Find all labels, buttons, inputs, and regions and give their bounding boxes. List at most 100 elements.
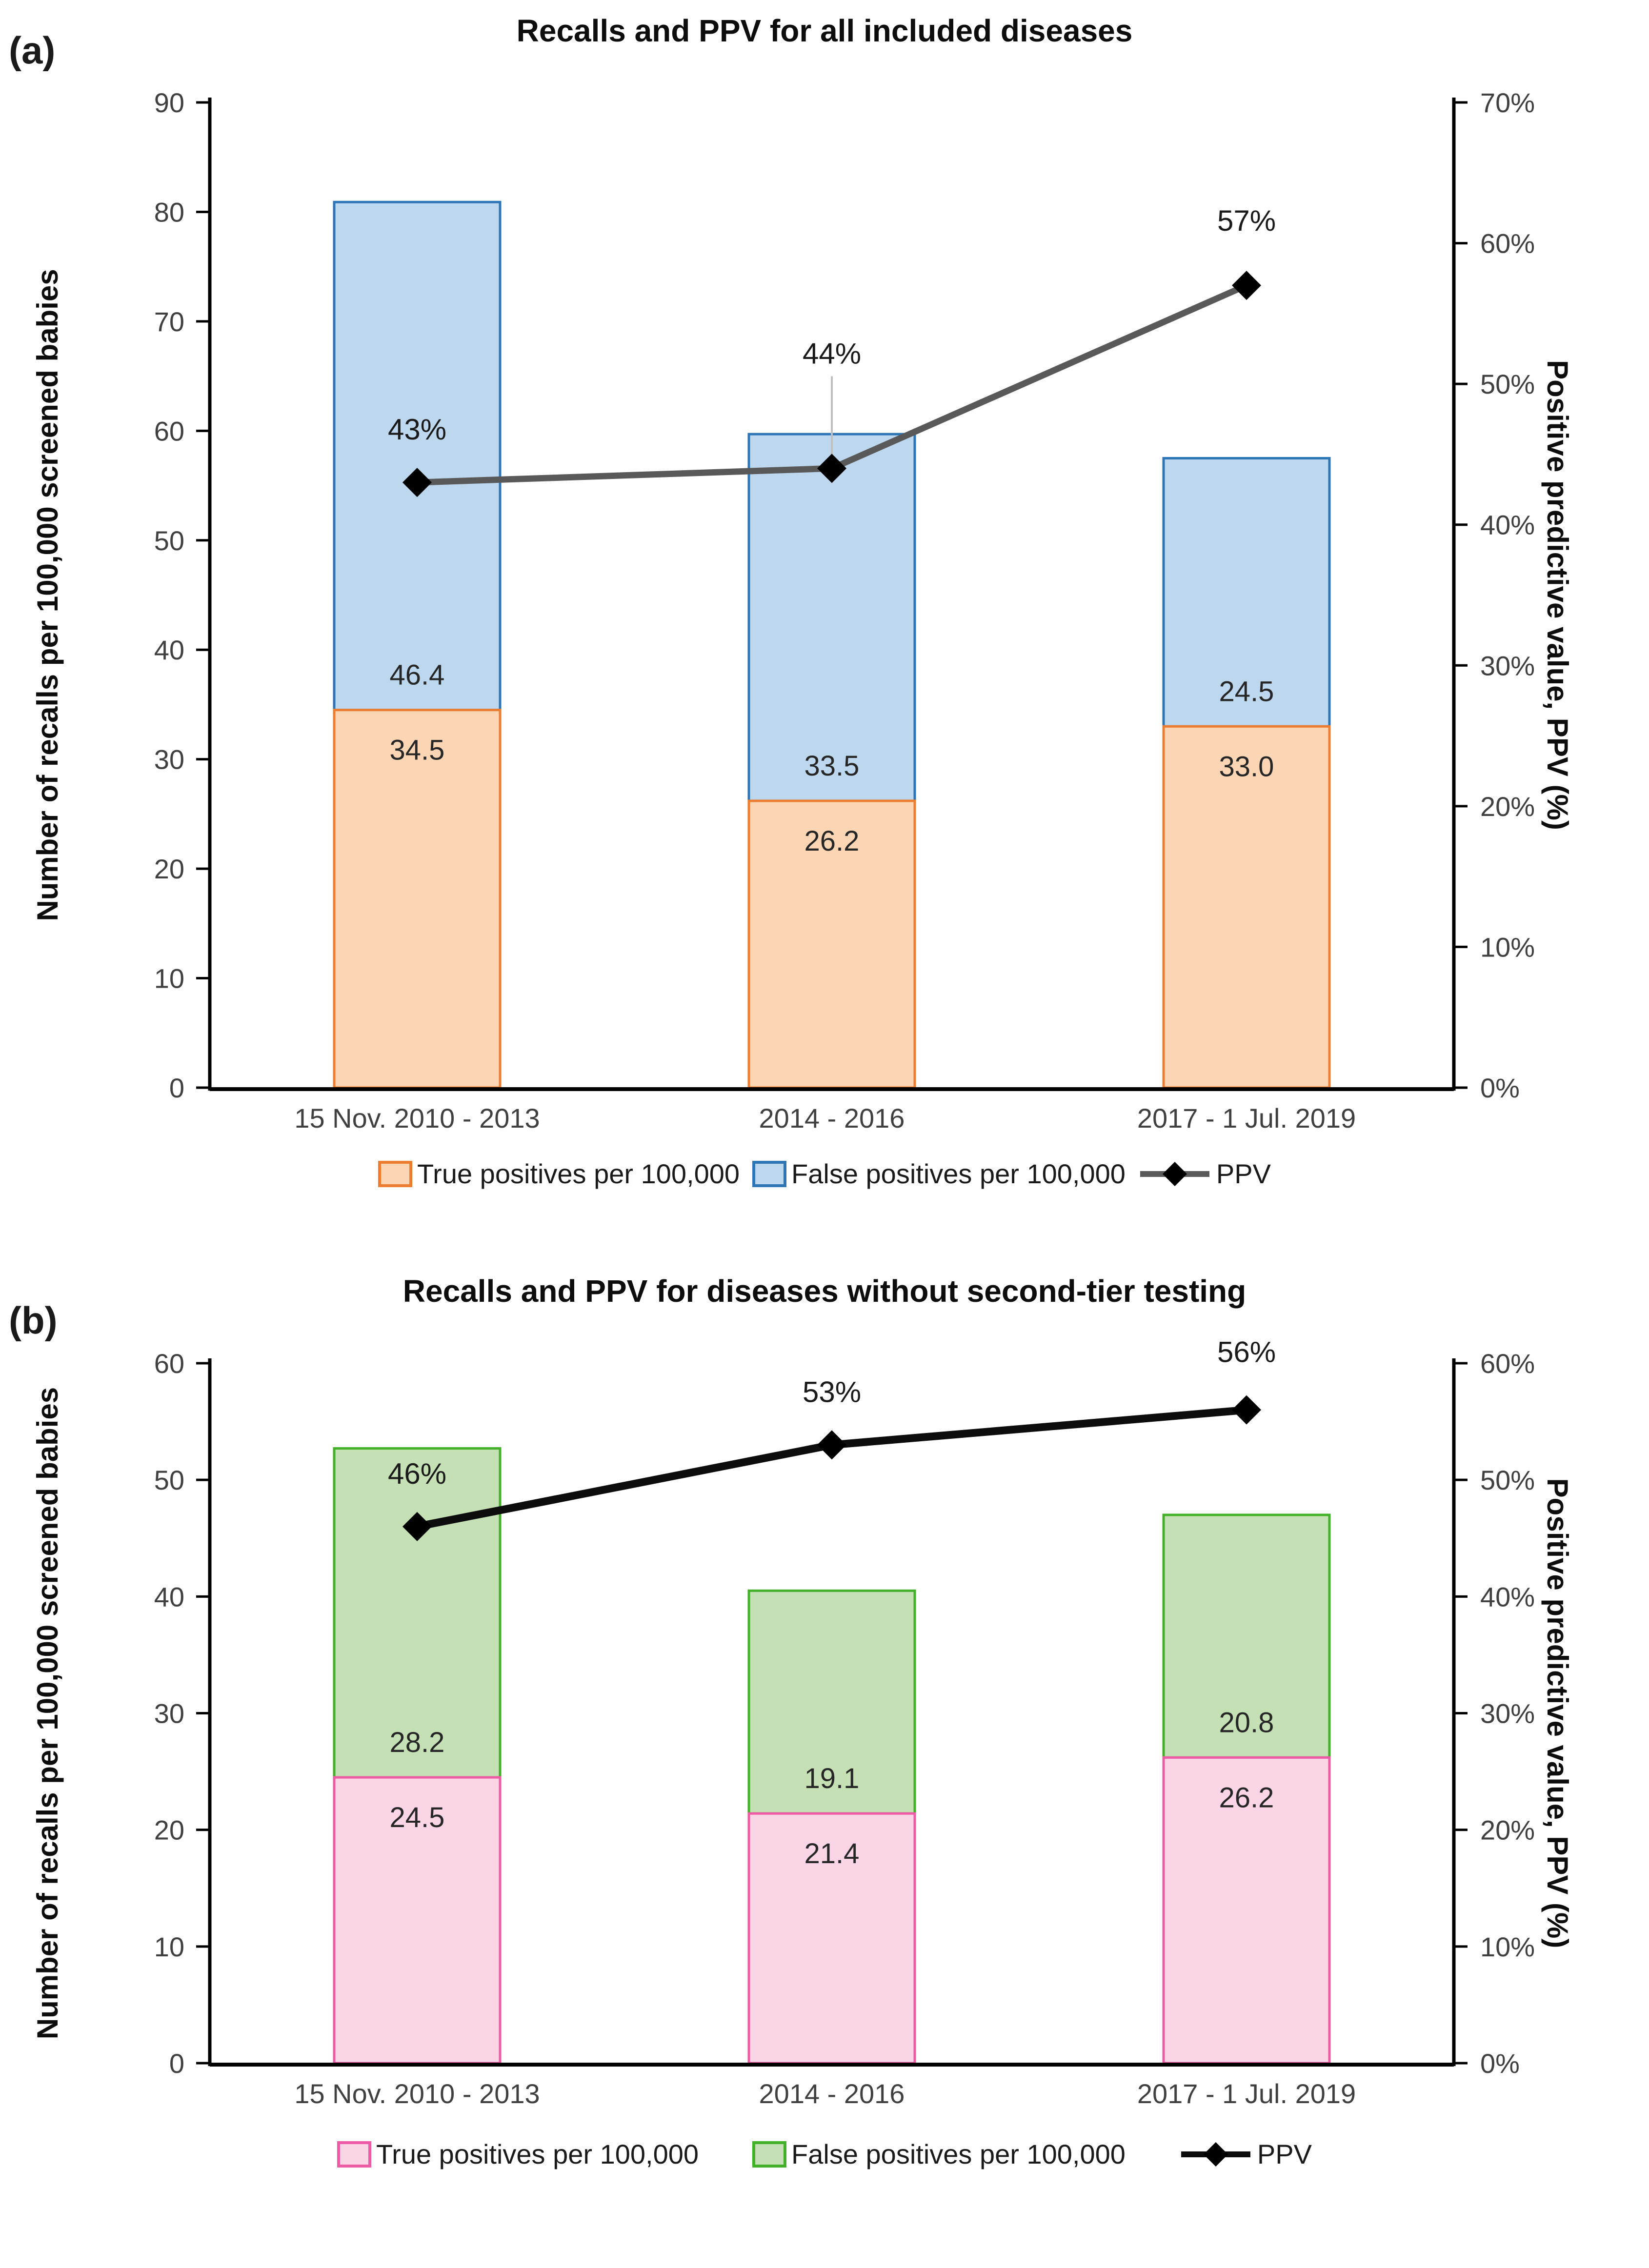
y-left-tick-label: 0: [169, 2048, 184, 2079]
x-category-label-0: 15 Nov. 2010 - 2013: [294, 1103, 540, 1134]
panel-b-legend: True positives per 100,000 False positiv…: [0, 2138, 1649, 2170]
legend-item-false-positives: False positives per 100,000: [752, 1158, 1126, 1190]
legend-item-ppv: PPV: [1138, 1158, 1271, 1190]
ppv-line: [413, 1406, 1250, 1531]
false-positives-swatch: [752, 2141, 787, 2168]
true-positives-swatch: [378, 1160, 413, 1187]
y-left-tick-label: 30: [154, 1698, 184, 1729]
bar-value-label-false-positives-0: 28.2: [390, 1727, 445, 1758]
y-left-tick-label: 60: [154, 416, 184, 446]
bar-false-positives-1: [747, 433, 916, 802]
legend-label: False positives per 100,000: [791, 1158, 1126, 1189]
y-left-tick-label: 20: [154, 1815, 184, 1846]
y-right-tick-label: 10%: [1480, 932, 1535, 962]
y-right-axis-title: Positive predictive value, PPV (%): [1541, 1478, 1574, 1949]
y-left-tick-label: 20: [154, 854, 184, 884]
y-left-tick-label: 0: [169, 1073, 184, 1103]
y-left-tick-label: 10: [154, 963, 184, 994]
y-right-tick-label: 40%: [1480, 1581, 1535, 1612]
y-right-tick-label: 0%: [1480, 2048, 1520, 2079]
panel-a-legend: True positives per 100,000 False positiv…: [0, 1158, 1649, 1190]
ppv-data-label-1: 53%: [803, 1375, 861, 1408]
bar-true-positives-1: [747, 1812, 916, 2065]
y-right-tick-label: 0%: [1480, 1073, 1520, 1103]
legend-label: PPV: [1257, 2139, 1312, 2169]
ppv-marker-2: [1232, 1395, 1261, 1425]
y-left-tick-label: 40: [154, 1581, 184, 1612]
legend-label: PPV: [1216, 1158, 1271, 1189]
y-left-tick-label: 90: [154, 87, 184, 118]
legend-item-true-positives: True positives per 100,000: [378, 1158, 740, 1190]
bar-true-positives-0: [333, 709, 502, 1089]
y-left-tick-label: 40: [154, 635, 184, 665]
bar-value-label-false-positives-1: 33.5: [804, 750, 860, 782]
y-left-tick-label: 30: [154, 744, 184, 775]
y-right-axis-title: Positive predictive value, PPV (%): [1541, 360, 1574, 830]
y-right-tick-label: 20%: [1480, 791, 1535, 822]
legend-label: True positives per 100,000: [417, 1158, 740, 1189]
bar-value-label-true-positives-1: 21.4: [804, 1838, 860, 1870]
bar-value-label-true-positives-2: 33.0: [1219, 751, 1274, 782]
bar-true-positives-2: [1162, 1756, 1331, 2065]
ppv-marker-2: [1232, 271, 1261, 300]
ppv-marker-1: [817, 454, 846, 483]
panel-a-chart: 46.4 34.5 33.5 26.2 24.5 33.0 0 10 20 30 40 50 60 70 8…: [31, 87, 1574, 1134]
legend-label: False positives per 100,000: [791, 2139, 1126, 2169]
y-left-tick-label: 80: [154, 197, 184, 227]
bar-false-positives-2: [1162, 457, 1331, 728]
panel-a-title: Recalls and PPV for all included disease…: [516, 13, 1133, 48]
bar-false-positives-1: [747, 1589, 916, 1815]
x-category-label-0: 15 Nov. 2010 - 2013: [294, 2078, 540, 2109]
panel-b-title: Recalls and PPV for diseases without sec…: [402, 1273, 1247, 1309]
y-left-tick-label: 50: [154, 1465, 184, 1495]
x-category-label-2: 2017 - 1 Jul. 2019: [1137, 1103, 1356, 1134]
ppv-marker-1: [817, 1430, 846, 1460]
y-right-tick-label: 40%: [1480, 510, 1535, 540]
y-right-tick-label: 50%: [1480, 369, 1535, 399]
bar-value-label-true-positives-0: 34.5: [390, 735, 445, 766]
bar-value-label-true-positives-1: 26.2: [804, 825, 860, 857]
bar-true-positives-1: [747, 799, 916, 1089]
bar-value-label-true-positives-2: 26.2: [1219, 1782, 1274, 1813]
y-left-tick-label: 60: [154, 1348, 184, 1379]
ppv-data-label-0: 43%: [388, 413, 446, 446]
ppv-data-label-2: 57%: [1217, 204, 1276, 237]
y-right-tick-label: 20%: [1480, 1815, 1535, 1846]
panel-a: (a) Recalls and PPV for all included dis…: [0, 13, 1649, 1190]
bar-false-positives-0: [333, 1447, 502, 1779]
bar-false-positives-2: [1162, 1513, 1331, 1759]
y-right-tick-label: 50%: [1480, 1465, 1535, 1495]
bar-true-positives-2: [1162, 725, 1331, 1089]
bar-value-label-false-positives-1: 19.1: [804, 1763, 860, 1794]
y-left-tick-label: 50: [154, 525, 184, 556]
y-right-tick-label: 60%: [1480, 1348, 1535, 1379]
y-right-tick-label: 70%: [1480, 87, 1535, 118]
y-left-axis-title: Number of recalls per 100,000 screened b…: [31, 269, 64, 921]
ppv-marker-0: [402, 1512, 432, 1541]
ppv-legend-glyph: [1140, 1161, 1209, 1186]
x-category-label-1: 2014 - 2016: [759, 2078, 905, 2109]
y-right-tick-label: 30%: [1480, 1698, 1535, 1729]
y-left-tick-label: 70: [154, 306, 184, 337]
y-right-tick-label: 10%: [1480, 1931, 1535, 1962]
y-left-tick-label: 10: [154, 1931, 184, 1962]
ppv-data-label-1: 44%: [803, 337, 861, 370]
ppv-data-label-0: 46%: [388, 1457, 446, 1490]
x-category-label-2: 2017 - 1 Jul. 2019: [1137, 2078, 1356, 2109]
bar-true-positives-0: [333, 1776, 502, 2065]
bar-value-label-false-positives-0: 46.4: [390, 659, 445, 691]
ppv-line-diamond-icon: [1179, 2140, 1252, 2169]
bar-value-label-false-positives-2: 24.5: [1219, 676, 1274, 707]
true-positives-swatch: [337, 2141, 372, 2168]
y-right-tick-label: 30%: [1480, 650, 1535, 681]
panel-b-label: (b): [9, 1299, 58, 1342]
bar-value-label-true-positives-0: 24.5: [390, 1802, 445, 1833]
ppv-data-label-2: 56%: [1217, 1336, 1276, 1369]
y-left-axis-title: Number of recalls per 100,000 screened b…: [31, 1387, 64, 2039]
legend-item-ppv: PPV: [1179, 2138, 1312, 2170]
bar-value-label-false-positives-2: 20.8: [1219, 1707, 1274, 1738]
ppv-line-diamond-icon: [1138, 1159, 1211, 1189]
legend-item-true-positives: True positives per 100,000: [337, 2138, 699, 2170]
false-positives-swatch: [752, 1160, 787, 1187]
